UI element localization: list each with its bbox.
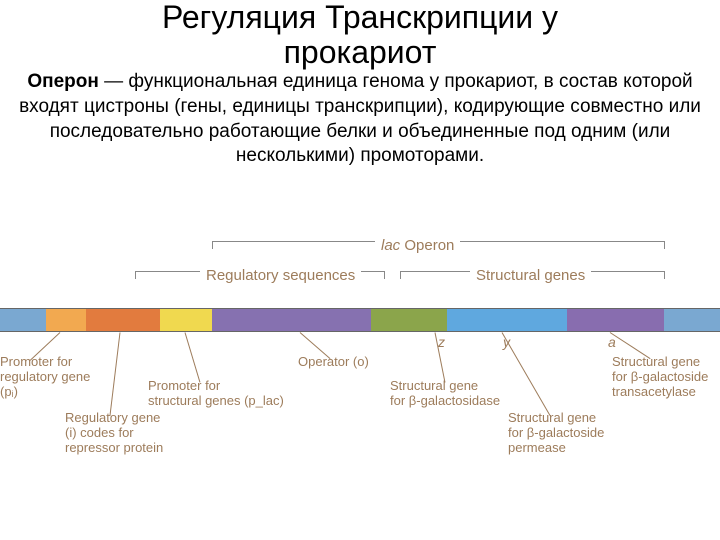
dna-segment — [447, 308, 567, 332]
bracket-label: lac Operon — [375, 237, 460, 254]
title-line-1: Регуляция Транскрипции у — [0, 0, 720, 35]
dna-bar — [0, 308, 720, 332]
annotation: Structural genefor β-galactosidase — [390, 379, 500, 409]
term-bold: Оперон — [27, 71, 99, 92]
bracket-label: Structural genes — [470, 267, 591, 284]
annotation: Operator (o) — [298, 355, 369, 370]
annotation: Promoter forregulatory gene(pᵢ) — [0, 355, 90, 400]
gene-letter: z — [438, 334, 445, 350]
dna-segment — [664, 308, 720, 332]
dna-segment — [567, 308, 664, 332]
operon-diagram: lac Operon Regulatory sequences Structural… — [0, 230, 720, 510]
desc-text: — функциональная единица генома у прокар… — [19, 71, 701, 166]
dna-segment — [371, 308, 447, 332]
dna-segment — [212, 308, 371, 332]
pointer-line — [185, 332, 201, 382]
annotation: Structural genefor β-galactosidepermease — [508, 411, 604, 456]
pointer-line — [110, 332, 121, 415]
title-line-2: прокариот — [0, 35, 720, 70]
description: Оперон — функциональная единица генома у… — [0, 70, 720, 169]
dna-segment — [46, 308, 86, 332]
annotation: Promoter forstructural genes (p_lac) — [148, 379, 284, 409]
annotation: Regulatory gene(i) codes forrepressor pr… — [65, 411, 163, 456]
dna-segment — [86, 308, 160, 332]
annotation: Structural genefor β-galactosidetransace… — [612, 355, 708, 400]
pointer-line — [502, 332, 551, 415]
dna-segment — [0, 308, 46, 332]
bracket-label: Regulatory sequences — [200, 267, 361, 284]
dna-segment — [160, 308, 212, 332]
